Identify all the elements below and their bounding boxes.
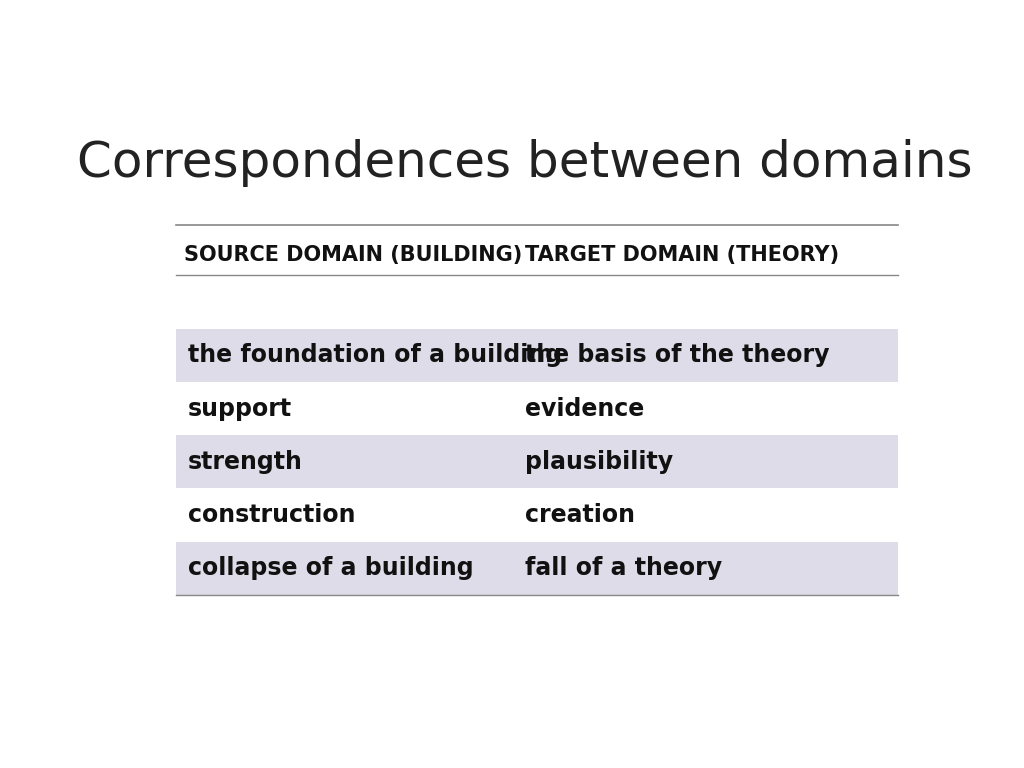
FancyBboxPatch shape [176, 435, 898, 488]
Text: the foundation of a building: the foundation of a building [187, 343, 561, 367]
Text: construction: construction [187, 503, 355, 527]
Text: TARGET DOMAIN (THEORY): TARGET DOMAIN (THEORY) [524, 245, 839, 265]
Text: collapse of a building: collapse of a building [187, 556, 473, 580]
Text: SOURCE DOMAIN (BUILDING): SOURCE DOMAIN (BUILDING) [183, 245, 522, 265]
Text: evidence: evidence [524, 396, 644, 421]
FancyBboxPatch shape [176, 329, 898, 382]
Text: Correspondences between domains: Correspondences between domains [77, 139, 973, 187]
Text: plausibility: plausibility [524, 450, 673, 474]
Text: the basis of the theory: the basis of the theory [524, 343, 829, 367]
Text: fall of a theory: fall of a theory [524, 556, 722, 580]
Text: creation: creation [524, 503, 635, 527]
FancyBboxPatch shape [176, 541, 898, 595]
Text: strength: strength [187, 450, 302, 474]
Text: support: support [187, 396, 292, 421]
